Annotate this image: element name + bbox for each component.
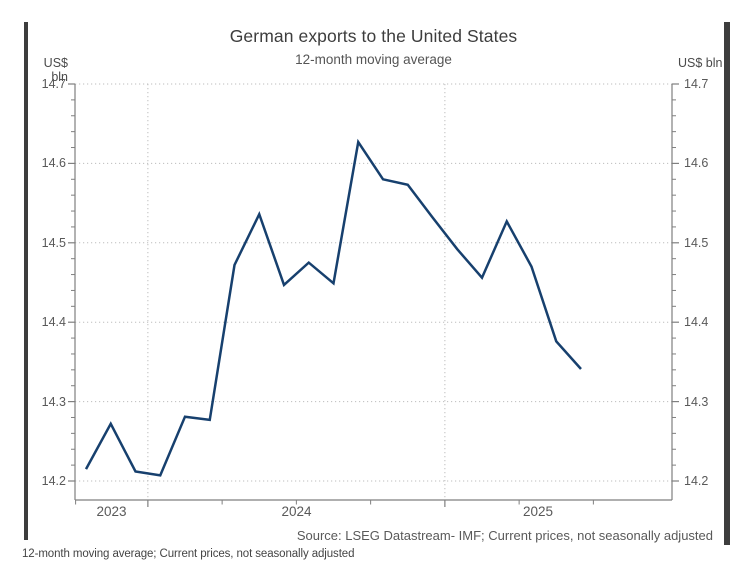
- data-line-series: [84, 138, 582, 477]
- x-tick-label-year: 2025: [522, 504, 554, 519]
- chart-subtitle: 12-month moving average: [295, 52, 452, 67]
- x-tick-label-year: 2024: [281, 504, 312, 519]
- y-tick-label-right: 14.7: [684, 77, 709, 91]
- y-tick-label-left: 14.3: [41, 394, 66, 409]
- y-tick-label-left: 14.5: [41, 235, 66, 250]
- y-tick-label-right: 14.5: [684, 235, 709, 250]
- y-axis-unit-left: US$ bln: [43, 56, 68, 84]
- y-tick-label-left: 14.2: [41, 474, 66, 488]
- y-tick-label-left: 14.7: [41, 77, 66, 91]
- chart-title: German exports to the United States: [229, 26, 518, 46]
- y-tick-label-right: 14.2: [684, 474, 709, 488]
- y-axis-unit-right: US$ bln: [678, 56, 723, 70]
- y-tick-label-left: 14.6: [41, 156, 66, 171]
- y-tick-label-right: 14.3: [684, 394, 709, 409]
- y-tick-label-right: 14.4: [684, 315, 709, 330]
- y-tick-label-left: 14.4: [41, 315, 66, 330]
- y-tick-label-right: 14.6: [684, 156, 709, 171]
- source-attribution: Source: LSEG Datastream- IMF; Current pr…: [296, 528, 713, 543]
- right-accent-bar: [724, 22, 730, 545]
- left-accent-bar: [24, 22, 28, 540]
- x-tick-label-year: 2023: [96, 504, 127, 519]
- chart-footnote: 12-month moving average; Current prices,…: [22, 548, 355, 560]
